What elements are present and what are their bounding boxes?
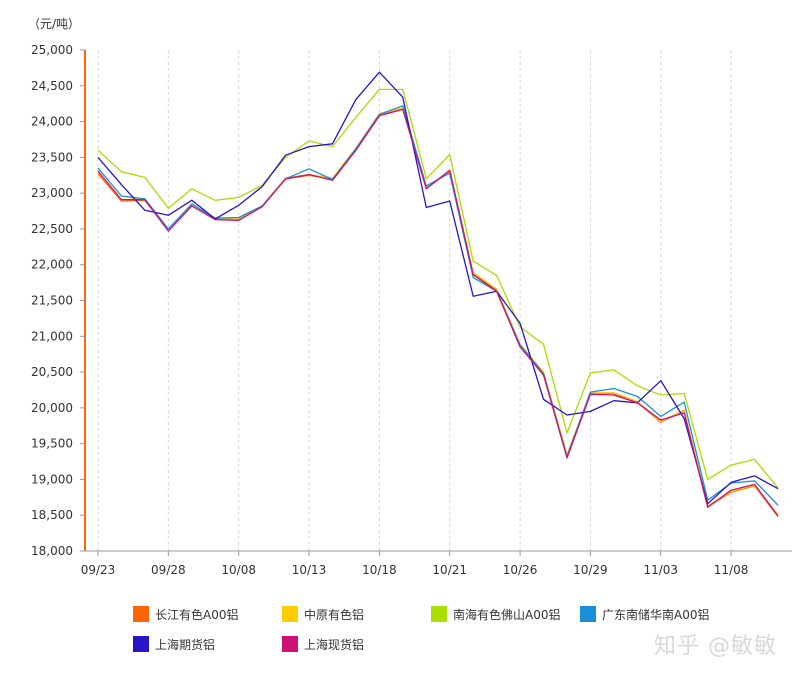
legend-swatch (431, 606, 447, 622)
y-tick-label: 20,500 (31, 365, 73, 379)
y-tick-label: 23,500 (31, 150, 73, 164)
y-tick-label: 21,000 (31, 329, 73, 343)
legend-item[interactable]: 长江有色A00铝 (133, 606, 238, 622)
legend-label: 南海有色佛山A00铝 (453, 607, 561, 622)
x-tick-label: 09/23 (81, 563, 116, 577)
x-tick-label: 11/08 (714, 563, 749, 577)
series-line-2 (97, 107, 779, 516)
series-lines (97, 71, 779, 517)
x-tick-label: 09/28 (151, 563, 186, 577)
legend-label: 广东南储华南A00铝 (602, 607, 710, 622)
x-tick-label: 10/21 (432, 563, 467, 577)
y-tick-label: 19,000 (31, 472, 73, 486)
y-tick-label: 20,000 (31, 401, 73, 415)
y-tick-label: 24,500 (31, 79, 73, 93)
y-tick-label: 21,500 (31, 294, 73, 308)
watermark: 知乎 @敏敏 (654, 634, 777, 659)
y-tick-label: 18,500 (31, 508, 73, 522)
x-tick-label: 10/08 (221, 563, 256, 577)
series-line-6 (97, 108, 779, 517)
legend-swatch (133, 606, 149, 622)
y-tick-label: 22,500 (31, 222, 73, 236)
y-tick-label: 24,000 (31, 115, 73, 129)
legend-swatch (282, 606, 298, 622)
legend-item[interactable]: 广东南储华南A00铝 (580, 606, 709, 622)
x-tick-label: 10/18 (362, 563, 397, 577)
line-chart: （元/吨） 18,000 18,500 19,000 19,500 20,000 20,5… (28, 17, 792, 577)
series-line-1 (97, 108, 779, 517)
y-unit-label: （元/吨） (28, 17, 80, 31)
legend-item[interactable]: 中原有色铝 (282, 606, 364, 622)
legend-label: 长江有色A00铝 (155, 607, 239, 622)
legend-swatch (133, 636, 149, 652)
legend-item[interactable]: 南海有色佛山A00铝 (431, 606, 560, 622)
y-tick-label: 25,000 (31, 43, 73, 57)
y-tick-label: 22,000 (31, 258, 73, 272)
x-axis: 09/23 09/28 10/08 10/13 10/18 10/21 10/26 10/29… (81, 550, 792, 577)
legend: 长江有色A00铝 中原有色铝 南海有色佛山A00铝 广东南储华南A00铝上海期货铝 上海… (0, 600, 804, 660)
series-line-4 (97, 105, 779, 506)
y-tick-label: 23,000 (31, 186, 73, 200)
series-line-5 (97, 71, 779, 505)
y-tick-label: 19,500 (31, 437, 73, 451)
legend-label: 中原有色铝 (304, 607, 365, 622)
legend-label: 上海期货铝 (155, 637, 216, 652)
x-tick-label: 10/29 (573, 563, 608, 577)
legend-item[interactable]: 上海现货铝 (282, 636, 364, 652)
legend-swatch (580, 606, 596, 622)
grid-lines (97, 50, 732, 551)
y-axis: 18,000 18,500 19,000 19,500 20,000 20,500 21,0… (31, 43, 86, 558)
legend-item[interactable]: 上海期货铝 (133, 636, 215, 652)
y-tick-label: 18,000 (31, 544, 73, 558)
x-tick-label: 10/26 (503, 563, 538, 577)
x-tick-label: 10/13 (292, 563, 327, 577)
legend-label: 上海现货铝 (304, 637, 365, 652)
x-tick-label: 11/03 (643, 563, 678, 577)
legend-swatch (282, 636, 298, 652)
series-line-3 (97, 88, 779, 489)
